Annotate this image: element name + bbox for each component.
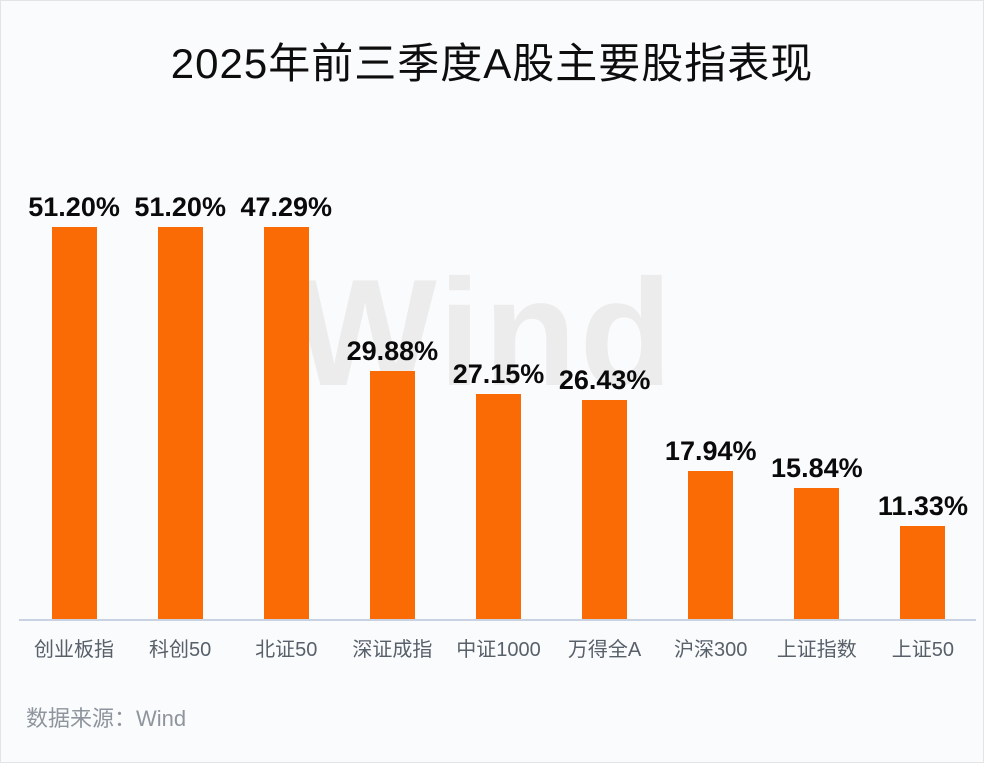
bar <box>688 471 734 620</box>
bar-value-label: 51.20% <box>134 192 226 222</box>
bar <box>51 227 97 620</box>
bar-value-label: 17.94% <box>664 436 757 466</box>
bar-value-label: 27.15% <box>452 359 545 389</box>
bar-column: 51.20% <box>21 194 127 620</box>
bar <box>263 227 309 620</box>
x-axis-label: 上证指数 <box>776 639 857 661</box>
bar <box>475 394 521 620</box>
bar-column: 51.20% <box>127 194 233 620</box>
wind-watermark: Wind <box>293 248 676 418</box>
x-axis-label: 北证50 <box>255 639 318 661</box>
x-axis-label: 科创50 <box>149 639 212 661</box>
bar-value-label: 29.88% <box>346 336 439 366</box>
x-axis-line <box>19 619 976 621</box>
bar-column: 47.29% <box>233 194 339 620</box>
bar-column: 29.88% <box>339 194 445 620</box>
bar <box>157 227 203 620</box>
bar-column: 17.94% <box>658 194 764 620</box>
bar-column: 15.84% <box>764 194 870 620</box>
bar <box>794 488 840 620</box>
bar-value-label: 15.84% <box>771 453 863 483</box>
x-axis-label: 上证50 <box>891 639 955 661</box>
bar-column: 26.43% <box>552 194 658 620</box>
bar-value-label: 47.29% <box>240 192 333 222</box>
x-axis-labels-row: 创业板指 科创50 北证50 深证成指 中证1000 万得全A 沪深300 上证指数 上证50 <box>21 638 976 662</box>
bar <box>582 400 628 620</box>
x-axis-label: 万得全A <box>567 639 642 661</box>
bar <box>900 526 946 620</box>
x-axis-label: 创业板指 <box>34 639 115 661</box>
bar-chart-plot-area: 51.20% 51.20% 47.29% 29.88% 27.15% 26.43% 17.9… <box>21 194 976 620</box>
bar-value-label: 51.20% <box>28 192 120 222</box>
data-source-note: 数据来源：Wind <box>26 706 187 731</box>
chart-title: 2025年前三季度A股主要股指表现 <box>170 40 814 87</box>
bar-value-label: 11.33% <box>877 491 968 521</box>
x-axis-label: 沪深300 <box>674 639 748 661</box>
x-axis-label: 深证成指 <box>352 639 433 661</box>
bar-column: 27.15% <box>445 194 551 620</box>
bar-column: 11.33% <box>870 194 976 620</box>
bar-value-label: 26.43% <box>558 365 651 395</box>
bar <box>369 371 415 620</box>
x-axis-label: 中证1000 <box>456 639 541 661</box>
